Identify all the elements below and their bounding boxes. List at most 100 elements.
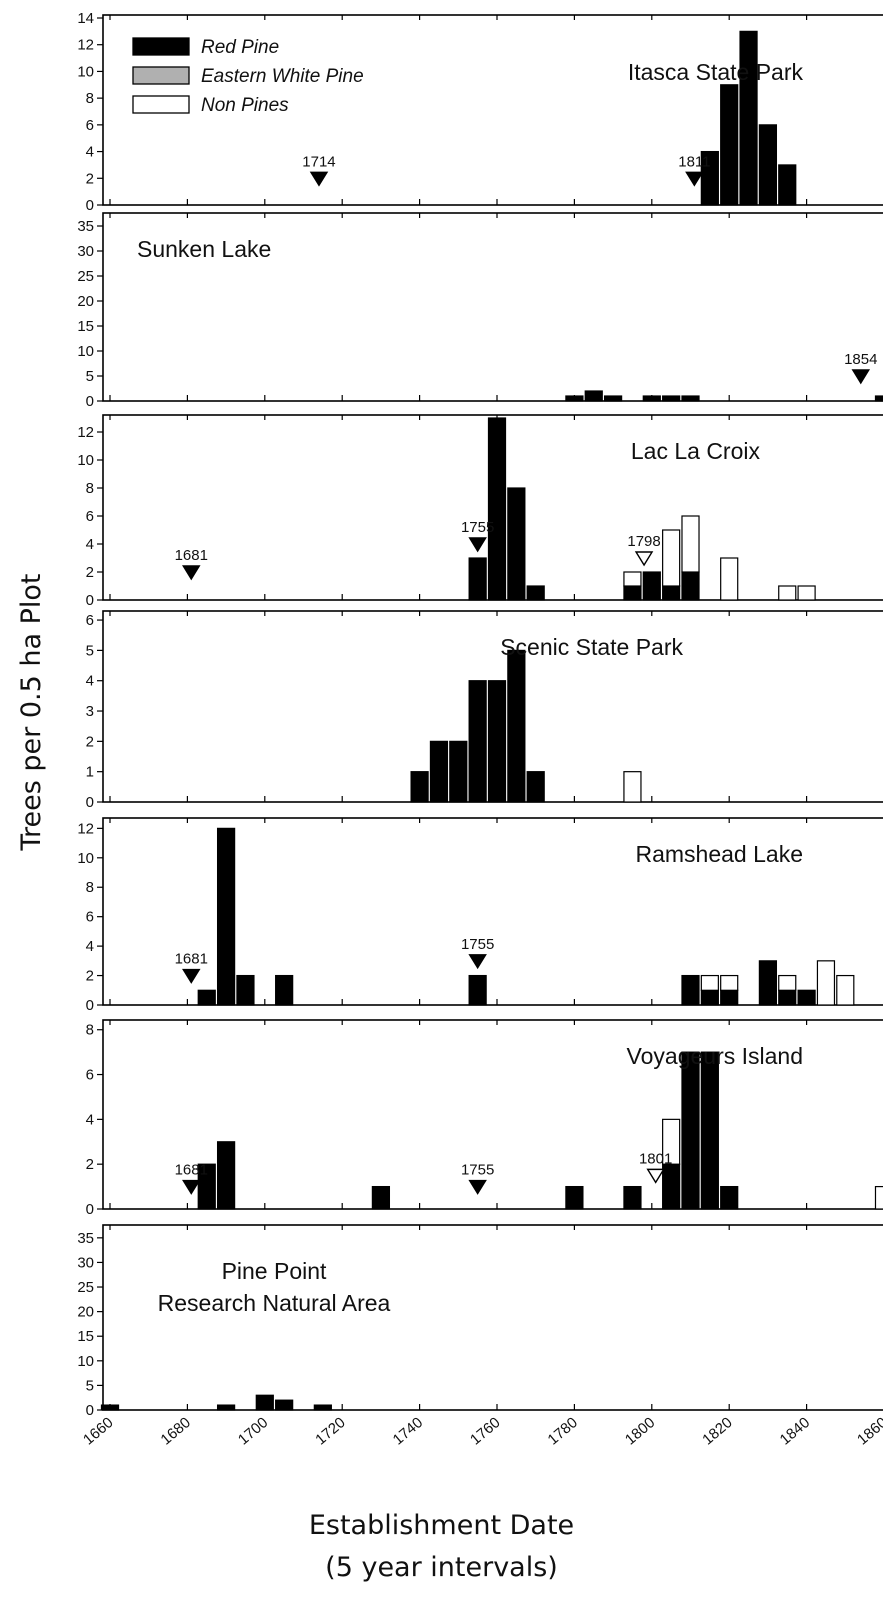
fire-marker-filled (182, 1179, 201, 1195)
bar-red-pine (429, 740, 449, 803)
bar-red-pine (565, 1185, 584, 1210)
y-tick-label: 8 (86, 1022, 94, 1039)
y-tick-label: 4 (86, 938, 94, 955)
bar-red-pine (565, 395, 584, 402)
y-tick-label: 8 (86, 90, 94, 107)
panel-frame (102, 212, 883, 402)
y-tick-label: 25 (77, 268, 94, 285)
x-tick-label: 1820 (699, 1414, 735, 1448)
y-tick-label: 2 (86, 733, 94, 750)
y-tick-label: 12 (77, 820, 94, 837)
y-tick-label: 0 (86, 197, 94, 214)
bar-red-pine (216, 1404, 236, 1411)
y-tick-label: 0 (86, 794, 94, 811)
y-tick-label: 2 (86, 564, 94, 581)
panel-title: Ramshead Lake (636, 841, 804, 867)
y-tick-label: 4 (86, 144, 94, 161)
bar-red-pine (507, 487, 526, 601)
y-tick-label: 15 (77, 318, 94, 335)
y-tick-label: 0 (86, 997, 94, 1014)
fire-marker-filled (851, 369, 871, 385)
fire-marker-label: 1755 (461, 1162, 494, 1179)
bar-non-pine (836, 974, 855, 1006)
bar-red-pine (720, 84, 739, 206)
legend-swatch (132, 37, 190, 56)
y-tick-label: 30 (77, 243, 94, 260)
bar-red-pine (662, 585, 681, 601)
panel-frame (102, 817, 883, 1006)
fire-marker-filled (182, 565, 201, 581)
x-axis-label-sub: (5 year intervals) (325, 1552, 558, 1583)
y-tick-label: 15 (77, 1328, 94, 1345)
y-tick-label: 6 (86, 508, 94, 525)
bar-non-pine (720, 974, 739, 991)
y-tick-label: 3 (86, 703, 94, 720)
x-tick-label: 1800 (622, 1414, 658, 1448)
bar-red-pine (700, 989, 719, 1006)
panel-title: Voyageurs Island (627, 1043, 803, 1069)
panel: 02468101216811755179818641988Lac La Croi… (77, 414, 883, 609)
x-tick-label: 1660 (80, 1414, 116, 1448)
panel-frame (102, 1019, 883, 1210)
bar-non-pine (797, 585, 816, 601)
bar-red-pine (526, 771, 545, 803)
panel-title: Sunken Lake (137, 236, 271, 262)
bar-red-pine (313, 1404, 332, 1411)
y-tick-label: 1 (86, 764, 94, 781)
bar-non-pine (662, 529, 681, 587)
x-tick-label: 1760 (467, 1414, 503, 1448)
bar-red-pine (487, 417, 507, 601)
y-tick-label: 8 (86, 480, 94, 497)
bar-red-pine (371, 1185, 391, 1210)
bar-red-pine (468, 680, 487, 803)
y-tick-label: 2 (86, 170, 94, 187)
y-tick-label: 25 (77, 1279, 94, 1296)
y-tick-label: 6 (86, 1067, 94, 1084)
y-tick-label: 14 (77, 10, 94, 27)
y-axis-label: Trees per 0.5 ha Plot (16, 574, 47, 852)
bar-red-pine (275, 1399, 294, 1411)
y-tick-label: 10 (77, 343, 94, 360)
panel-title: Scenic State Park (500, 634, 683, 660)
y-tick-label: 8 (86, 879, 94, 896)
y-tick-label: 10 (77, 63, 94, 80)
y-tick-label: 2 (86, 968, 94, 985)
panel-title: Pine Point (222, 1258, 327, 1284)
panel: 0 2 4 6 8 1681 1755 1801 Voyageurs Island (86, 1019, 883, 1218)
legend-label: Red Pine (201, 37, 279, 58)
bar-red-pine (526, 585, 545, 601)
bar-red-pine (449, 740, 468, 803)
bar-non-pine (874, 1185, 883, 1210)
y-tick-label: 20 (77, 293, 94, 310)
fire-marker-label: 1681 (175, 547, 208, 564)
fire-marker-filled (468, 954, 487, 970)
bar-red-pine (584, 390, 603, 402)
fire-marker-filled (685, 171, 704, 187)
bar-red-pine (720, 1185, 739, 1210)
y-tick-label: 6 (86, 909, 94, 926)
panel-title: Lac La Croix (631, 438, 761, 464)
bar-red-pine (778, 164, 797, 206)
bar-red-pine (758, 124, 778, 206)
bar-non-pine (816, 960, 836, 1006)
bar-non-pine (778, 974, 797, 991)
panel: 0 1 2 3 4 5 6 Scenic State Park (86, 610, 883, 811)
bar-red-pine (662, 1163, 681, 1210)
x-tick-label: 1700 (235, 1414, 271, 1448)
panel-frame (102, 1224, 883, 1411)
y-tick-label: 12 (77, 424, 94, 441)
legend: Red Pine Eastern White Pine Non Pines (132, 37, 364, 116)
y-tick-label: 4 (86, 673, 94, 690)
panel: 0510152025303518541903Sunken Lake (77, 212, 883, 410)
bar-red-pine (236, 974, 255, 1006)
y-tick-label: 0 (86, 1402, 94, 1419)
bar-non-pine (778, 585, 797, 601)
bar-non-pine (720, 557, 739, 601)
fire-marker-label: 1681 (175, 951, 208, 968)
panel-frame (102, 14, 883, 206)
bar-non-pine (700, 974, 719, 991)
bar-non-pine (681, 515, 700, 573)
bar-red-pine (275, 974, 294, 1006)
y-tick-label: 4 (86, 536, 94, 553)
